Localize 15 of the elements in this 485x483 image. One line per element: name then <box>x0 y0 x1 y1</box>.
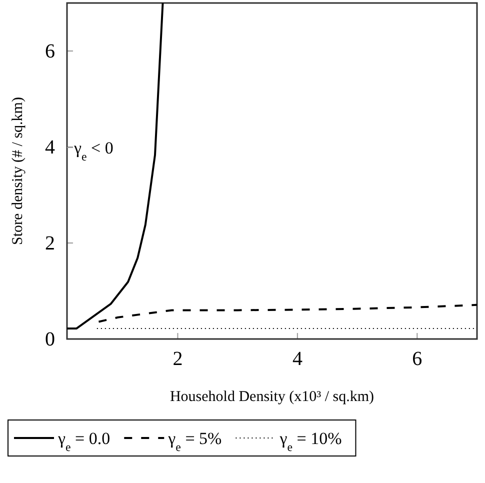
legend-label: γ$_{e}$ = 5% <box>167 428 222 454</box>
y-axis-title: Store density (# / sq.km) <box>10 97 26 245</box>
y-tick-label: 0 <box>45 328 55 350</box>
x-tick-label: 4 <box>292 348 302 370</box>
legend-label: γ$_{e}$ = 0.0 <box>57 428 110 454</box>
annotation: γ$_{e}$ < 0 <box>73 138 114 164</box>
x-tick-label: 2 <box>172 348 183 370</box>
y-tick-label: 2 <box>45 232 55 254</box>
x-tick-label: 6 <box>412 348 422 370</box>
x-axis-title: Household Density (x10³ / sq.km) <box>170 389 374 405</box>
y-tick-label: 6 <box>45 40 55 62</box>
line-series <box>98 304 477 323</box>
line-series <box>67 2 164 330</box>
legend-label: γ$_{e}$ = 10% <box>278 428 342 454</box>
y-tick-label: 4 <box>45 136 55 158</box>
